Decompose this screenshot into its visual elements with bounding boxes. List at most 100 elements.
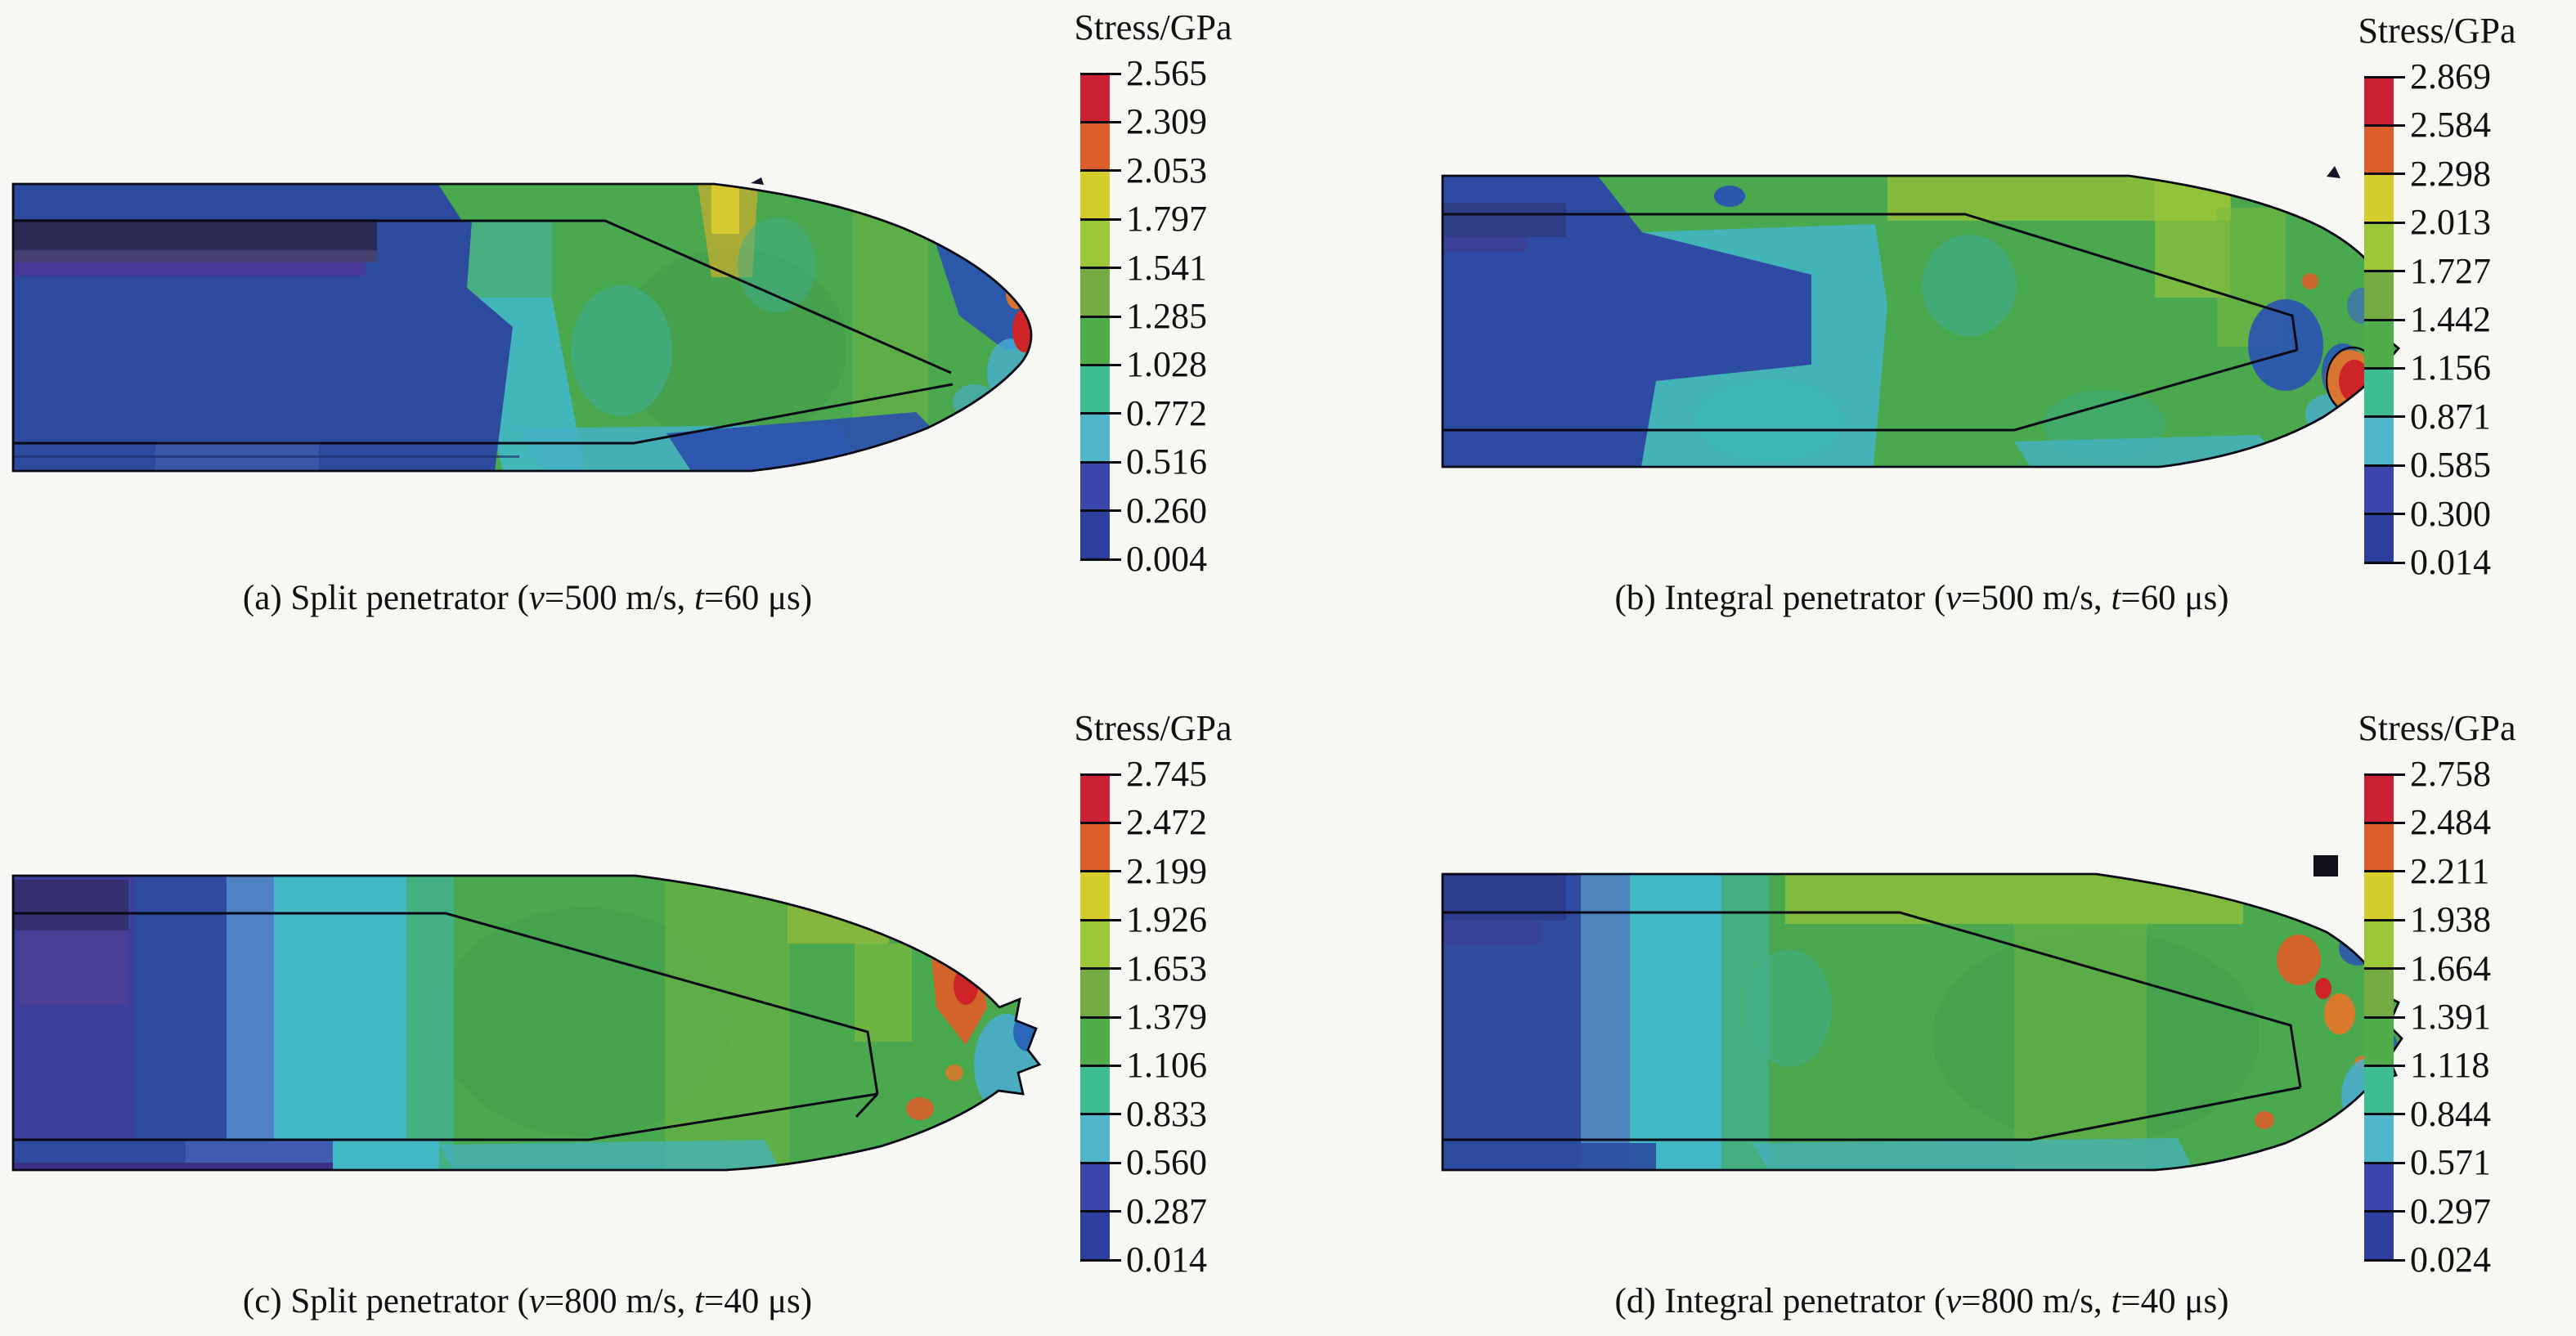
- colorbar-tick-label: 1.391: [2410, 997, 2491, 1037]
- colorbar-tick-label: 1.118: [2410, 1045, 2490, 1086]
- colorbar-tick: [2364, 1015, 2405, 1019]
- penetrator-contour-c: [11, 874, 1042, 1172]
- colorbar-segment: [2364, 1211, 2394, 1260]
- colorbar-segment: [1080, 1114, 1110, 1163]
- colorbar-tick-label: 2.309: [1126, 101, 1207, 142]
- colorbar-segment: [2364, 1114, 2394, 1163]
- colorbar-segment: [2364, 271, 2394, 320]
- colorbar-gradient: [1080, 74, 1110, 559]
- colorbar-tick-label: 0.772: [1126, 392, 1207, 433]
- colorbar-title: Stress/GPa: [2358, 11, 2516, 51]
- colorbar-tick-label: 2.745: [1126, 754, 1207, 794]
- colorbar-segment: [1080, 219, 1110, 268]
- colorbar-tick-label: 1.028: [1126, 344, 1207, 385]
- colorbar-tick-label: 0.571: [2410, 1142, 2491, 1183]
- colorbar-tick: [1080, 412, 1121, 415]
- penetrator-contour-a: [11, 177, 1033, 473]
- colorbar-a: Stress/GPa 2.565 2.309 2.053 1.797 1.541 1.28…: [1043, 8, 1288, 584]
- colorbar-tick-label: 2.199: [1126, 850, 1207, 891]
- colorbar-tick-label: 2.565: [1126, 53, 1207, 93]
- colorbar-segment: [1080, 920, 1110, 969]
- colorbar-tick: [2364, 773, 2405, 776]
- colorbar-tick: [2364, 366, 2405, 370]
- colorbar-tick-label: 0.260: [1126, 490, 1207, 531]
- colorbar-tick: [2364, 513, 2405, 516]
- colorbar-tick-label: 0.287: [1126, 1190, 1207, 1231]
- colorbar-segment: [2364, 77, 2394, 126]
- colorbar-segment: [1080, 267, 1110, 316]
- colorbar-title: Stress/GPa: [1074, 7, 1232, 47]
- colorbar-tick-label: 2.013: [2410, 202, 2491, 243]
- colorbar-scale: 2.758 2.484 2.211 1.938 1.664 1.391 1.118 0.844…: [2327, 709, 2572, 1284]
- colorbar-segment: [2364, 920, 2394, 969]
- colorbar-tick: [2364, 270, 2405, 273]
- colorbar-segment: [1080, 968, 1110, 1017]
- colorbar-tick: [2364, 1161, 2405, 1164]
- colorbar-tick-label: 0.585: [2410, 445, 2491, 486]
- colorbar-segment: [2364, 416, 2394, 466]
- colorbar-segment: [2364, 465, 2394, 514]
- colorbar-scale: 2.565 2.309 2.053 1.797 1.541 1.285 1.028 0.772…: [1043, 8, 1288, 584]
- colorbar-tick: [2364, 561, 2405, 564]
- colorbar-tick: [1080, 967, 1121, 971]
- colorbar-tick-label: 1.727: [2410, 250, 2491, 291]
- colorbar-segment: [2364, 513, 2394, 563]
- colorbar-tick-label: 1.379: [1126, 997, 1207, 1037]
- colorbar-segment: [1080, 462, 1110, 511]
- colorbar-segment: [2364, 871, 2394, 921]
- colorbar-tick-label: 1.938: [2410, 899, 2491, 940]
- colorbar-segment: [1080, 122, 1110, 171]
- colorbar-tick: [1080, 1161, 1121, 1164]
- colorbar-tick-label: 2.869: [2410, 56, 2491, 96]
- caption-a: (a) Split penetrator (v=500 m/s, t=60 μs…: [242, 579, 813, 617]
- colorbar-segment: [1080, 1163, 1110, 1212]
- colorbar-segment: [2364, 173, 2394, 223]
- colorbar-segment: [2364, 368, 2394, 417]
- colorbar-tick: [2364, 1258, 2405, 1262]
- caption-c: (c) Split penetrator (v=800 m/s, t=40 μs…: [242, 1282, 813, 1320]
- colorbar-tick: [2364, 1210, 2405, 1213]
- colorbar-segment: [1080, 316, 1110, 365]
- colorbar-tick-label: 2.053: [1126, 150, 1207, 191]
- colorbar-segment: [2364, 968, 2394, 1017]
- colorbar-tick: [2364, 318, 2405, 321]
- colorbar-tick-label: 1.442: [2410, 299, 2491, 339]
- colorbar-tick: [1080, 1210, 1121, 1213]
- colorbar-tick: [1080, 509, 1121, 513]
- penetrator-contour-d: [1441, 855, 2403, 1172]
- colorbar-tick: [1080, 1113, 1121, 1116]
- colorbar-tick-label: 1.285: [1126, 296, 1207, 336]
- colorbar-tick-label: 0.014: [2410, 542, 2491, 582]
- colorbar-segment: [1080, 170, 1110, 220]
- colorbar-gradient: [2364, 77, 2394, 563]
- colorbar-tick-label: 2.211: [2410, 850, 2490, 891]
- colorbar-tick: [1080, 169, 1121, 173]
- colorbar-tick: [2364, 173, 2405, 176]
- colorbar-gradient: [2364, 774, 2394, 1260]
- colorbar-tick: [2364, 1113, 2405, 1116]
- colorbar-tick: [2364, 1064, 2405, 1067]
- colorbar-tick: [1080, 558, 1121, 561]
- colorbar-tick-label: 1.664: [2410, 948, 2491, 989]
- colorbar-tick-label: 1.541: [1126, 247, 1207, 288]
- colorbar-segment: [1080, 823, 1110, 872]
- colorbar-tick-label: 2.758: [2410, 754, 2491, 794]
- colorbar-c: Stress/GPa 2.745 2.472 2.199 1.926 1.653 1.37…: [1043, 709, 1288, 1284]
- colorbar-b: Stress/GPa 2.869 2.584 2.298 2.013 1.727 1.44…: [2327, 11, 2572, 587]
- colorbar-tick-label: 1.926: [1126, 899, 1207, 940]
- colorbar-segment: [2364, 1163, 2394, 1212]
- colorbar-tick: [2364, 821, 2405, 824]
- colorbar-tick: [1080, 267, 1121, 270]
- colorbar-segment: [1080, 1016, 1110, 1066]
- colorbar-tick: [2364, 870, 2405, 873]
- colorbar-tick: [2364, 464, 2405, 467]
- colorbar-segment: [2364, 125, 2394, 174]
- colorbar-tick: [1080, 918, 1121, 921]
- colorbar-gradient: [1080, 774, 1110, 1260]
- colorbar-tick-label: 1.156: [2410, 347, 2491, 388]
- colorbar-d: Stress/GPa 2.758 2.484 2.211 1.938 1.664 1.39…: [2327, 709, 2572, 1284]
- colorbar-tick-label: 2.472: [1126, 802, 1207, 843]
- colorbar-tick-label: 2.298: [2410, 153, 2491, 194]
- colorbar-segment: [1080, 74, 1110, 123]
- colorbar-segment: [2364, 1016, 2394, 1066]
